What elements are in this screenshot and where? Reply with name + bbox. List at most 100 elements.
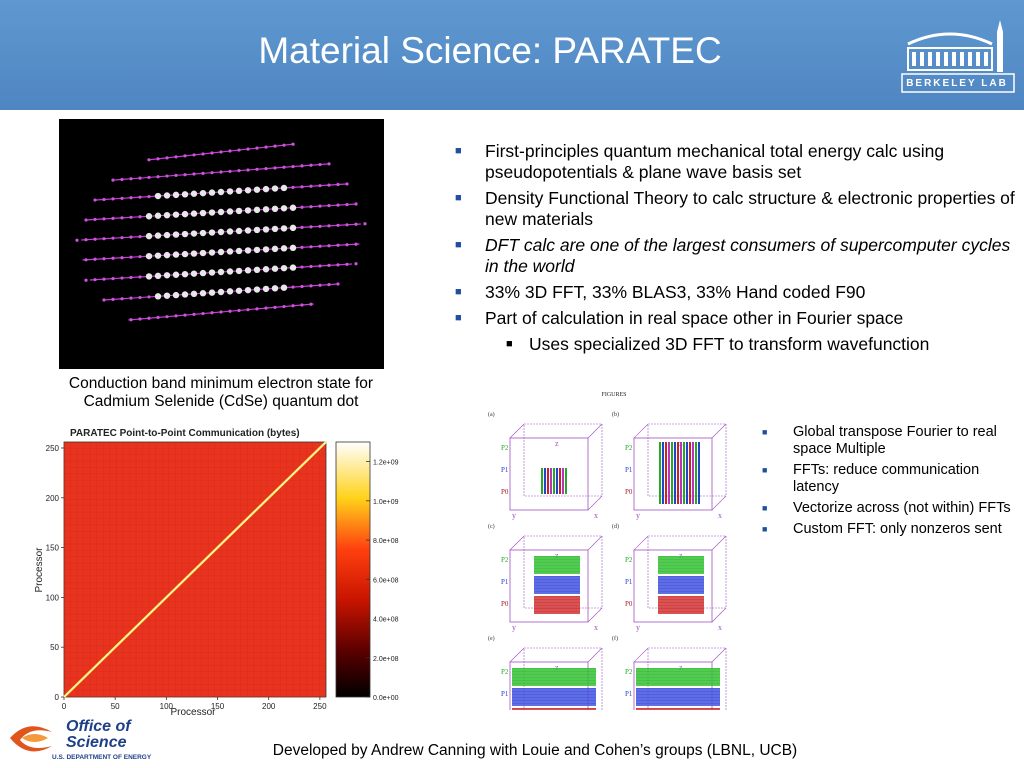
processor-label: P1	[625, 578, 633, 586]
axis-label: x	[594, 623, 598, 632]
y-axis-label: Processor	[34, 547, 45, 593]
panel-label: (f)	[612, 635, 618, 642]
slab	[658, 576, 704, 594]
axis-label: z	[555, 551, 559, 560]
colorbar	[335, 441, 371, 698]
axis-label: y	[512, 623, 516, 632]
processor-label: P1	[625, 690, 633, 698]
bullet-item: ■ 33% 3D FFT, 33% BLAS3, 33% Hand coded F…	[455, 282, 866, 302]
y-tick-label: 50	[50, 643, 59, 652]
processor-label: P2	[501, 444, 509, 452]
bullet-square-icon: ■	[455, 239, 462, 251]
main-bullet-list: ■ First-principles quantum mechanical tot…	[455, 141, 1015, 360]
slab	[658, 556, 704, 574]
y-tick-label: 200	[46, 494, 60, 503]
fft-decomposition-figures: FIGURES (a) P2 P1 P0 z x y (b) P2 P1 P0 z x y (c) P2 P1 P…	[488, 392, 727, 710]
bullet-square-icon: ■	[762, 524, 768, 534]
panel-label: (a)	[488, 411, 495, 418]
x-tick-label: 250	[313, 702, 327, 711]
processor-label: P2	[625, 556, 633, 564]
bullet-item: ■ First-principles quantum mechanical tot…	[455, 141, 945, 182]
panel-label: (e)	[488, 635, 495, 642]
axis-label: z	[555, 439, 559, 448]
figures-header: FIGURES	[601, 392, 626, 398]
bullet-square-icon: ■	[455, 192, 462, 204]
axis-label: x	[718, 511, 722, 520]
slab	[512, 668, 596, 686]
doe-text: U.S. DEPARTMENT OF ENERGY	[52, 754, 152, 761]
panel-box	[633, 437, 713, 511]
colorbar-tick-label: 4.0e+08	[373, 617, 399, 624]
bullet-item: ■ DFT calc are one of the largest consume…	[455, 235, 1011, 276]
bullet-square-icon: ■	[762, 465, 768, 475]
sub-bullet-item: ■ Uses specialized 3D FFT to transform wa…	[506, 334, 930, 354]
axis-label: x	[718, 623, 722, 632]
x-tick-label: 50	[111, 702, 120, 711]
axis-label: y	[636, 623, 640, 632]
communication-heatmap: PARATEC Point-to-Point Communication (by…	[34, 428, 399, 718]
processor-label: P1	[501, 578, 509, 586]
axis-label: z	[555, 663, 559, 672]
processor-label: P2	[625, 668, 633, 676]
processor-label: P0	[501, 600, 509, 608]
x-axis-label: Processor	[170, 707, 216, 718]
processor-label: P1	[625, 466, 633, 474]
berkeley-lab-wordmark: Berkeley Lab	[906, 78, 1008, 89]
bullet-square-icon: ■	[762, 427, 768, 437]
colorbar-tick-label: 1.0e+09	[373, 499, 399, 506]
x-tick-label: 100	[160, 702, 174, 711]
side-bullet-item: ■ Global transpose Fourier to real space …	[762, 424, 997, 457]
panel-label: (c)	[488, 523, 495, 530]
chart-title: PARATEC Point-to-Point Communication (by…	[70, 428, 300, 439]
slab	[658, 596, 704, 614]
panel-box	[633, 549, 713, 623]
processor-label: P1	[501, 466, 509, 474]
office-of-science-text: Office of Science	[66, 718, 131, 751]
quantum-dot-image	[59, 119, 384, 369]
berkeley-lab-logo	[901, 20, 1015, 93]
axis-label: x	[594, 511, 598, 520]
bullet-square-icon: ■	[455, 312, 462, 324]
side-bullet-list: ■ Global transpose Fourier to real space …	[762, 424, 1012, 542]
side-bullet-item: ■ Vectorize across (not within) FFTs	[762, 500, 1011, 516]
colorbar-tick-label: 0.0e+00	[373, 695, 399, 702]
slab	[534, 596, 580, 614]
panel-label: (b)	[612, 411, 619, 418]
bullet-square-icon: ■	[506, 338, 513, 350]
processor-label: P2	[625, 444, 633, 452]
colorbar-tick-label: 6.0e+08	[373, 577, 399, 584]
bullet-square-icon: ■	[762, 503, 768, 513]
slab	[534, 556, 580, 574]
axis-label: y	[512, 511, 516, 520]
colorbar-tick-label: 8.0e+08	[373, 538, 399, 545]
y-tick-label: 150	[46, 544, 60, 553]
slab	[636, 688, 720, 706]
bullet-square-icon: ■	[455, 286, 462, 298]
slab	[636, 668, 720, 686]
slab	[636, 708, 720, 710]
axis-label: z	[679, 663, 683, 672]
axis-label: z	[679, 551, 683, 560]
y-tick-label: 100	[46, 593, 60, 602]
slide-footer: Developed by Andrew Canning with Louie a…	[272, 742, 798, 759]
x-tick-label: 200	[262, 702, 276, 711]
bullet-item: ■ Part of calculation in real space other…	[455, 308, 904, 328]
colorbar-tick-label: 2.0e+08	[373, 656, 399, 663]
y-tick-label: 250	[46, 444, 60, 453]
slab	[512, 708, 596, 710]
processor-label: P0	[625, 488, 633, 496]
y-tick-label: 0	[55, 693, 60, 702]
x-tick-label: 150	[211, 702, 225, 711]
panel-box	[509, 437, 589, 511]
colorbar-tick-label: 1.2e+09	[373, 460, 399, 467]
slide-title: Material Science: PARATEC	[258, 30, 722, 71]
processor-label: P2	[501, 668, 509, 676]
slide-header: Material Science: PARATEC Berkeley Lab	[0, 0, 1024, 110]
bullet-item: ■ Density Functional Theory to calc struc…	[455, 188, 1015, 229]
panel-label: (d)	[612, 523, 619, 530]
office-of-science-logo	[10, 726, 52, 752]
processor-label: P1	[501, 690, 509, 698]
x-tick-label: 0	[62, 702, 67, 711]
bullet-square-icon: ■	[455, 145, 462, 157]
slab	[534, 576, 580, 594]
